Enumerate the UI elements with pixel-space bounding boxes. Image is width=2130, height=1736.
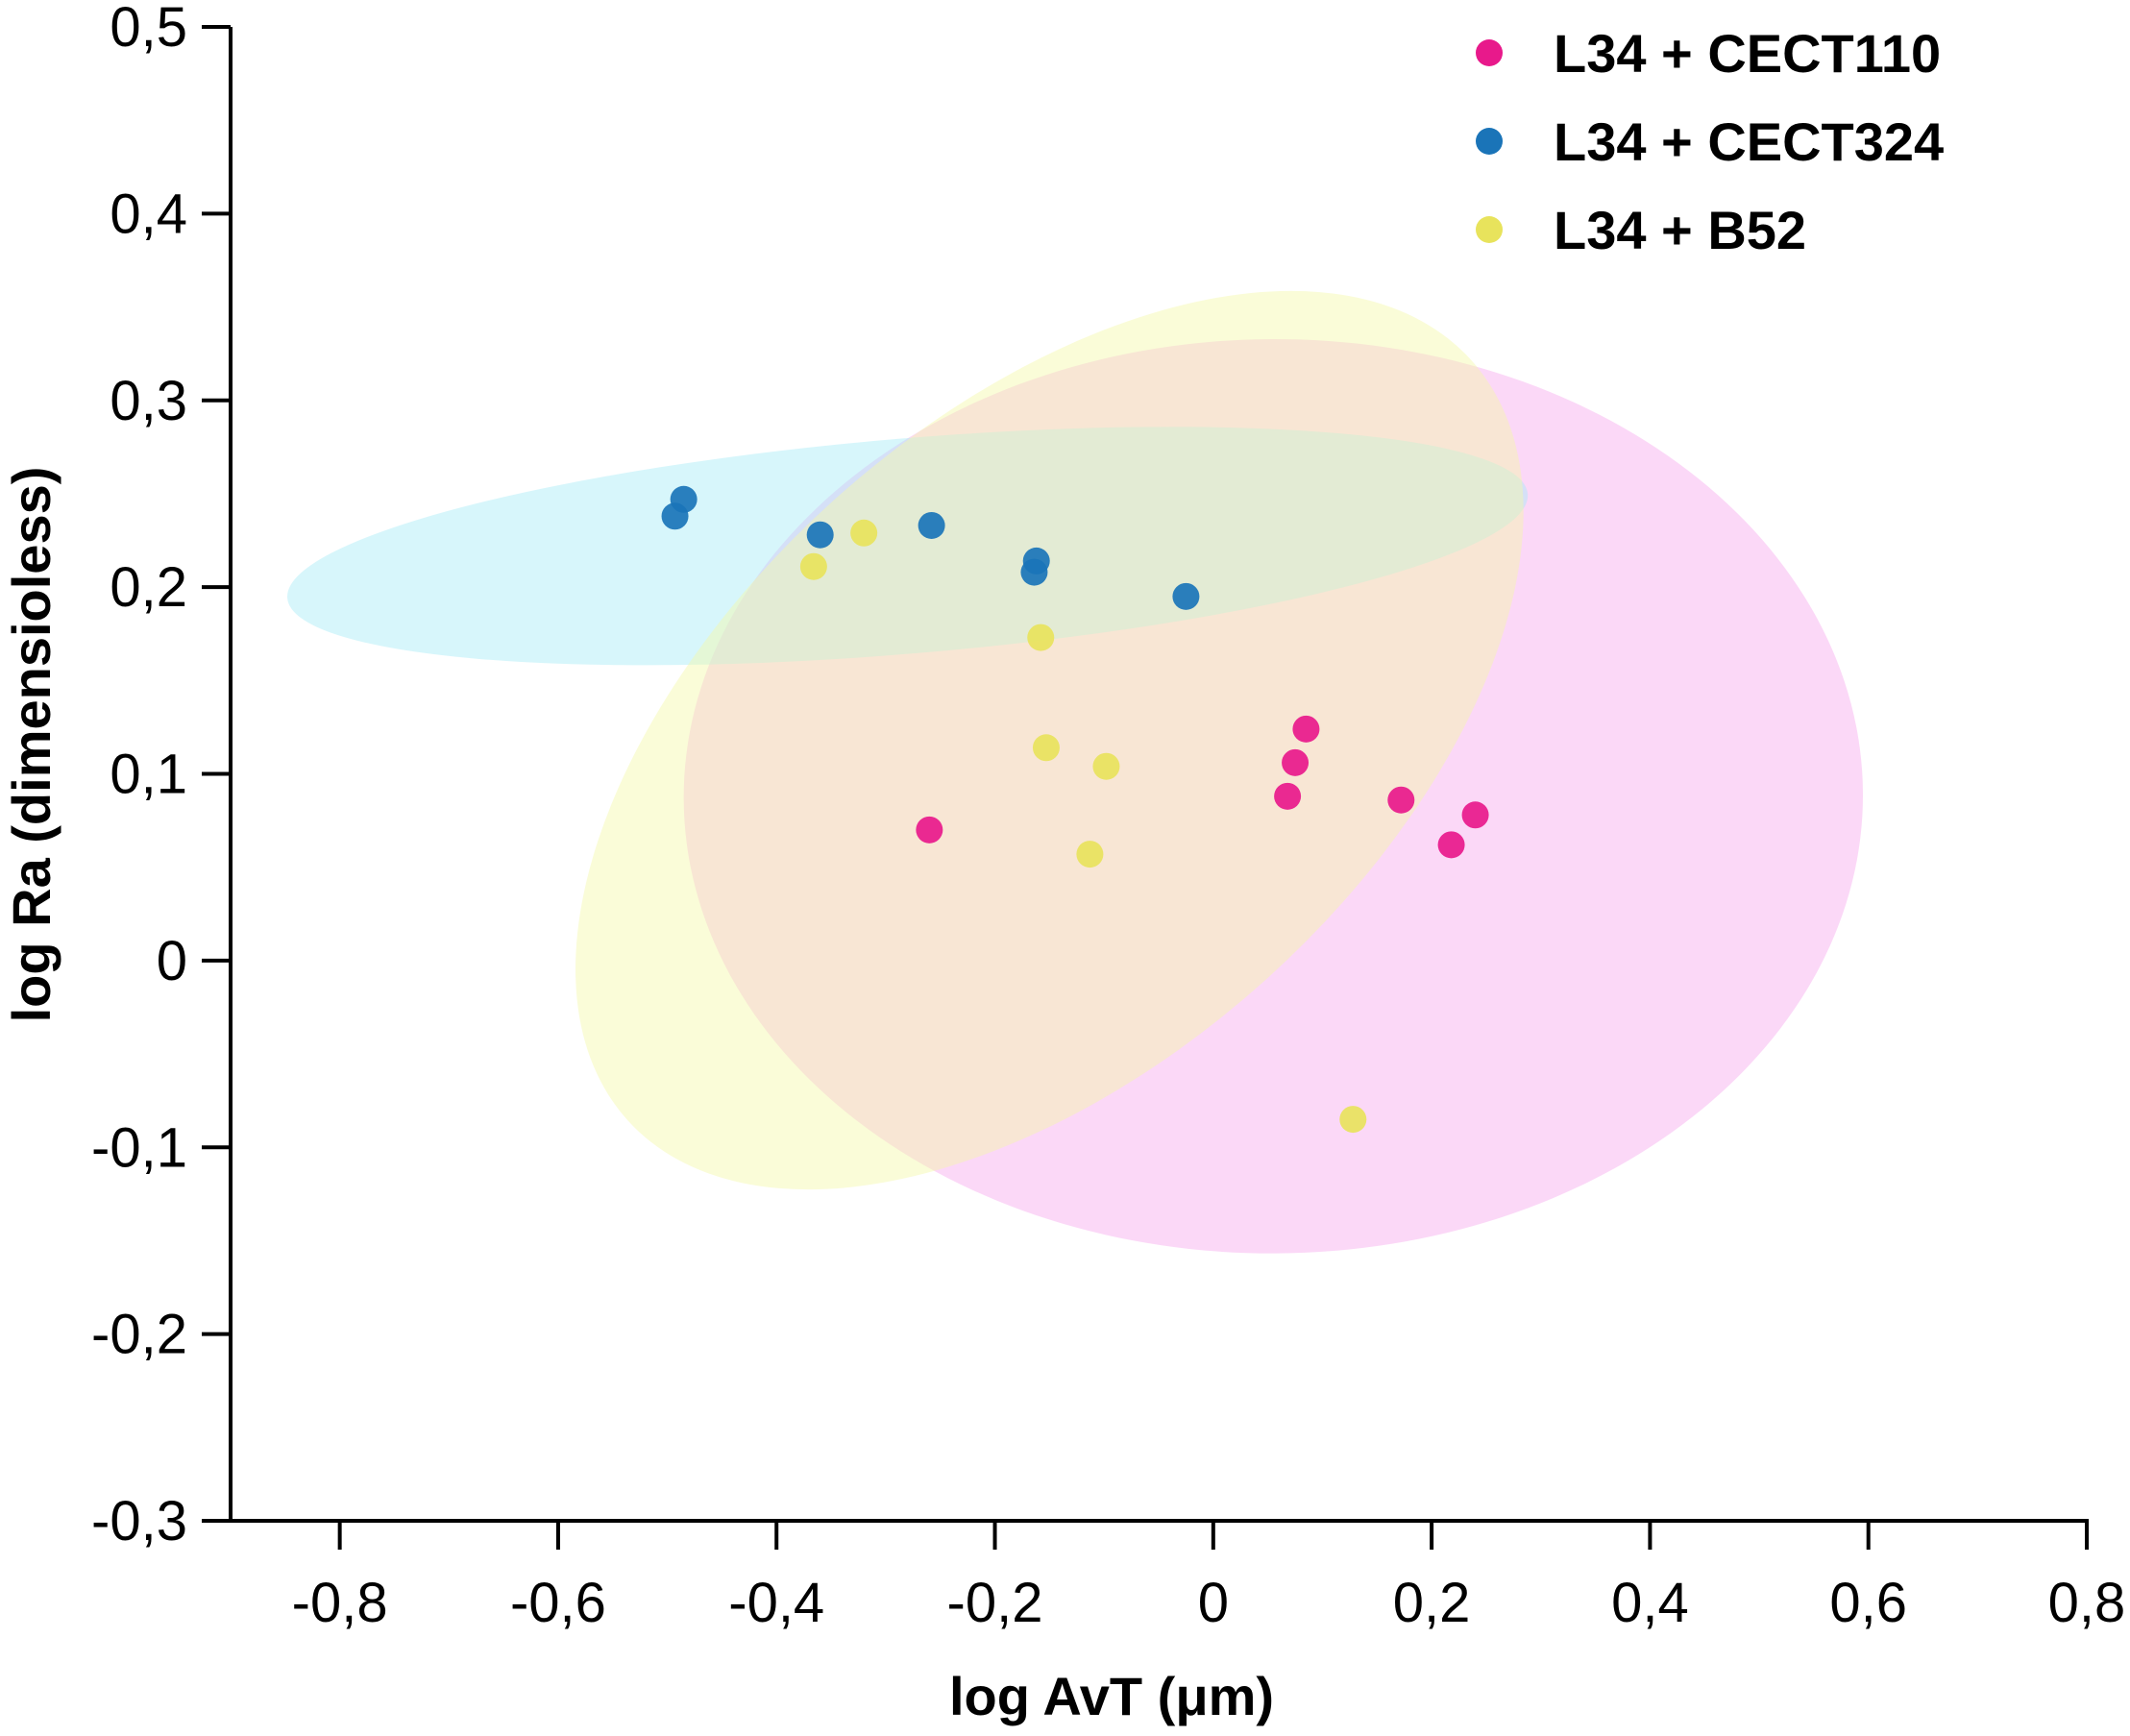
data-point-series-1: [916, 816, 943, 844]
x-tick-label: -0,8: [292, 1572, 388, 1634]
legend-label: L34 + B52: [1554, 200, 1806, 260]
x-tick-label: 0,2: [1393, 1572, 1471, 1634]
data-points: [661, 485, 1489, 1134]
legend-marker: [1476, 216, 1503, 243]
y-tick-label: -0,3: [91, 1490, 187, 1553]
y-tick-label: 0,3: [110, 370, 187, 432]
data-point-series-1: [1437, 831, 1465, 859]
data-point-series-2: [918, 511, 945, 539]
data-point-series-3: [1032, 734, 1060, 762]
legend-label: L34 + CECT324: [1554, 111, 1944, 172]
legend: L34 + CECT110 L34 + CECT324 L34 + B52: [1476, 23, 1944, 260]
data-point-series-1: [1461, 801, 1489, 829]
legend-marker: [1476, 39, 1503, 66]
data-point-series-2: [1172, 582, 1200, 610]
y-tick-label: -0,2: [91, 1304, 187, 1366]
cluster-ellipse-1: [683, 338, 1864, 1254]
x-tick-label: -0,2: [947, 1572, 1043, 1634]
data-point-series-1: [1292, 715, 1320, 743]
data-point-series-2: [670, 485, 698, 513]
y-tick-label: 0,2: [110, 556, 187, 619]
y-tick-label: 0,4: [110, 183, 187, 245]
x-tick-label: -0,4: [728, 1572, 824, 1634]
data-point-series-3: [1027, 623, 1055, 651]
legend-marker: [1476, 128, 1503, 155]
x-tick-label: -0,6: [510, 1572, 606, 1634]
cluster-ellipse-2: [287, 427, 1529, 666]
cluster-ellipses: [287, 290, 1864, 1254]
x-axis-title: log AvT (μm): [949, 1666, 1274, 1726]
data-point-series-3: [1339, 1106, 1367, 1134]
data-point-series-3: [1092, 752, 1120, 780]
data-point-series-1: [1387, 786, 1415, 814]
data-point-series-1: [1274, 782, 1302, 810]
x-tick-label: 0,4: [1611, 1572, 1689, 1634]
data-point-series-2: [806, 521, 834, 549]
axes: -0,8 -0,6 -0,4 -0,2 0 0,2 0,4 0,6 0,8 0,50,40,30…: [91, 0, 2125, 1634]
data-point-series-1: [1282, 748, 1310, 776]
x-ticks: -0,8 -0,6 -0,4 -0,2 0 0,2 0,4 0,6 0,8: [292, 1521, 2126, 1634]
data-point-series-2: [1020, 558, 1048, 586]
data-point-series-3: [1076, 841, 1104, 868]
y-tick-label: 0,5: [110, 0, 187, 59]
y-tick-label: 0: [157, 930, 187, 992]
y-axis-title: log Ra (dimensioless): [1, 467, 61, 1023]
y-ticks: 0,5 0,4 0,3 0,2 0,1 0 -0,1 -0,2 -0,3: [91, 0, 231, 1553]
legend-label: L34 + CECT110: [1554, 23, 1941, 84]
data-point-series-3: [850, 519, 878, 547]
data-point-series-3: [799, 552, 827, 580]
x-tick-label: 0,8: [2048, 1572, 2126, 1634]
y-tick-label: -0,1: [91, 1116, 187, 1179]
x-tick-label: 0: [1198, 1572, 1229, 1634]
x-tick-label: 0,6: [1829, 1572, 1907, 1634]
y-tick-label: 0,1: [110, 744, 187, 806]
